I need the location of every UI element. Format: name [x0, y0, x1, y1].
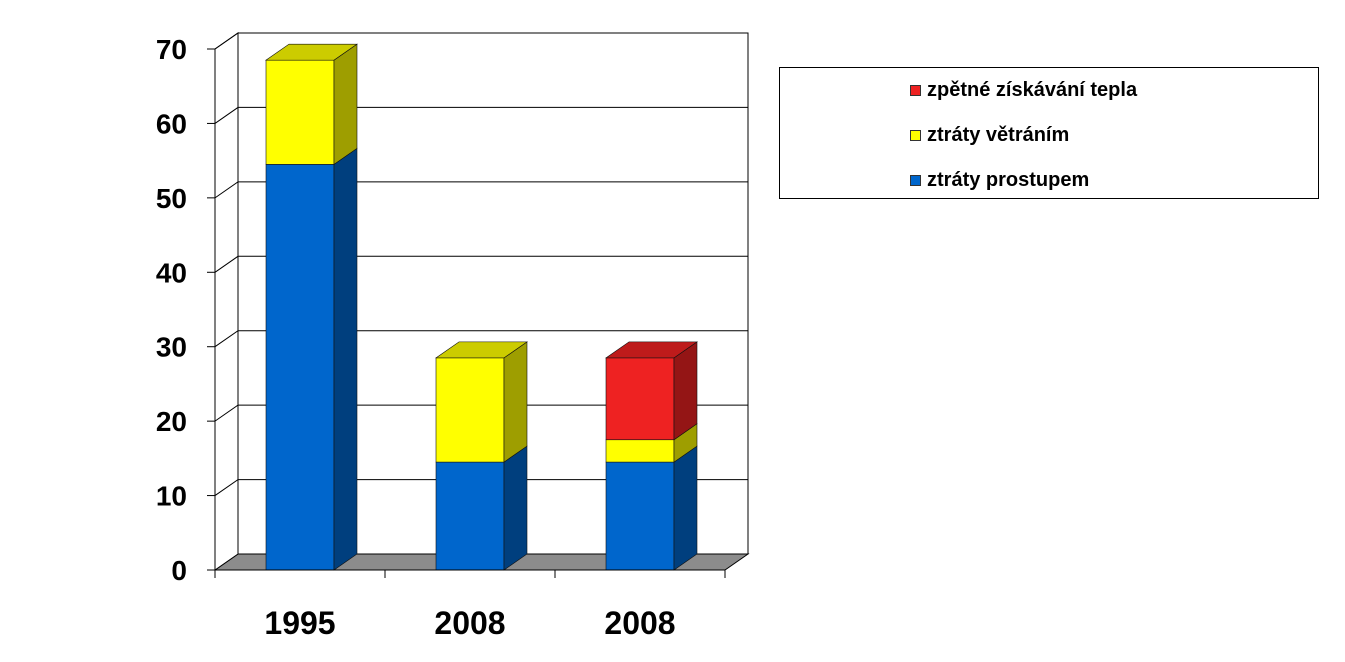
y-tick-label: 0	[171, 555, 187, 586]
y-tick-label: 20	[156, 406, 187, 437]
bar-top	[265, 43, 358, 61]
bar-side	[333, 147, 358, 571]
gridline	[214, 106, 748, 124]
bar-side	[503, 341, 528, 463]
bar-front	[435, 357, 505, 463]
y-axis-ticks: 0 10 20 30 40 50 60 70	[156, 34, 216, 586]
bar-segment	[435, 341, 528, 463]
bar-front	[605, 461, 675, 571]
x-category-label: 1995	[264, 605, 335, 641]
legend-label: ztráty větráním	[927, 123, 1070, 146]
legend-label: zpětné získávání tepla	[927, 78, 1138, 101]
bar-top	[605, 341, 698, 359]
bar-segment	[605, 423, 698, 463]
gridline	[214, 181, 748, 199]
x-category-label: 2008	[434, 605, 505, 641]
gridline	[214, 255, 748, 273]
legend-item: zpětné získávání tepla	[910, 78, 1137, 102]
bar-top	[435, 341, 528, 359]
gridline	[214, 479, 748, 496]
bar-side	[503, 445, 528, 571]
bar-segment	[605, 445, 698, 571]
legend-swatch	[910, 129, 921, 141]
bar-front	[605, 357, 675, 441]
bar-side	[673, 341, 698, 441]
gridline	[214, 330, 748, 348]
bar-front	[265, 164, 335, 571]
bar-segment	[265, 43, 358, 165]
legend-label: ztráty prostupem	[927, 168, 1090, 191]
bar-front	[265, 59, 335, 165]
legend-swatch	[910, 174, 921, 186]
bar-side	[333, 43, 358, 165]
y-tick-label: 50	[156, 183, 187, 214]
y-tick-label: 70	[156, 34, 187, 65]
gridline	[214, 404, 748, 422]
x-category-label: 2008	[604, 605, 675, 641]
legend-swatch	[910, 84, 921, 96]
bar-segment	[265, 147, 358, 571]
y-tick-label: 30	[156, 332, 187, 363]
x-axis-ticks: 1995 2008 2008	[214, 569, 726, 641]
bar-segment	[435, 445, 528, 571]
bars	[265, 43, 698, 571]
bar-segment	[605, 341, 698, 441]
bar-side	[673, 445, 698, 571]
gridline	[214, 32, 748, 50]
y-tick-label: 60	[156, 108, 187, 139]
legend-item: ztráty prostupem	[910, 168, 1089, 192]
legend: zpětné získávání tepla ztráty větráním ztr…	[779, 67, 1319, 199]
bar-front	[605, 439, 675, 463]
chart-side-wall	[214, 32, 239, 571]
y-tick-label: 10	[156, 481, 187, 512]
legend-item: ztráty větráním	[910, 123, 1069, 147]
y-tick-label: 40	[156, 257, 187, 288]
bar-front	[435, 461, 505, 571]
